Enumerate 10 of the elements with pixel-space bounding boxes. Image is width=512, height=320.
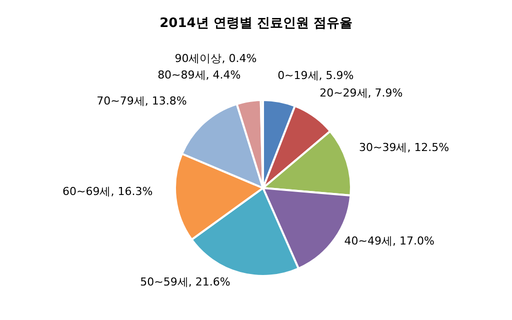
slice-label: 20~29세, 7.9% xyxy=(320,86,403,100)
chart-title: 2014년 연령별 진료인원 점유율 xyxy=(158,15,354,33)
slice-label: 30~39세, 12.5% xyxy=(358,140,450,154)
slice-label: 60~69세, 16.3% xyxy=(62,184,153,198)
slice-label: 50~59세, 21.6% xyxy=(140,275,230,288)
slice-label: 40~49세, 17.0% xyxy=(344,234,434,248)
slice-label: 80~89세, 4.4% xyxy=(158,68,241,82)
slice-label: 90세이상, 0.4% xyxy=(174,52,257,66)
slice-label: 0~19세, 5.9% xyxy=(278,68,354,82)
slice-label: 70~79세, 13.8% xyxy=(96,94,187,108)
